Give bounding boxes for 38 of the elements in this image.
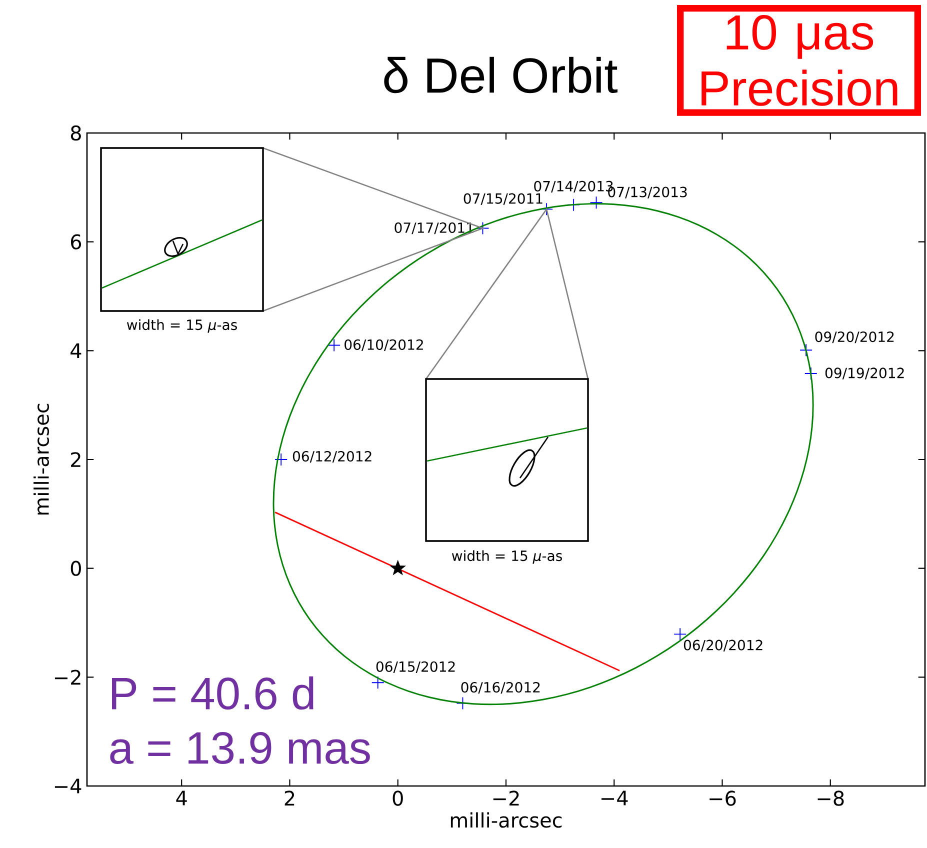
annotation: 06/10/2012 xyxy=(344,339,423,352)
y-tick-label: −2 xyxy=(54,670,80,685)
y-tick-label: 0 xyxy=(70,560,81,576)
annotation: 07/15/2011 xyxy=(464,193,542,205)
x-tick-label: −2 xyxy=(493,790,519,806)
annotation: 06/15/2012 xyxy=(376,661,455,673)
annotation: a = 13.9 mas xyxy=(110,732,370,764)
x-tick-label: −8 xyxy=(818,790,844,806)
annotation: 06/12/2012 xyxy=(292,450,372,463)
x-tick-label: −6 xyxy=(710,790,736,806)
point xyxy=(476,222,490,235)
point xyxy=(674,628,687,641)
y-tick-label: 2 xyxy=(71,452,80,467)
y-tick-label: 8 xyxy=(70,125,81,141)
annotation: 09/19/2012 xyxy=(825,368,904,380)
annotation: width = 15 μ-as xyxy=(126,319,237,333)
x-tick-label: −4 xyxy=(602,790,628,806)
annotation: P = 40.6 d xyxy=(112,676,314,710)
point xyxy=(800,344,813,357)
y-tick-label: 4 xyxy=(70,343,82,358)
annotation: width = 15 μ-as xyxy=(452,550,562,564)
point xyxy=(274,453,288,466)
text: 10 μas Precision xyxy=(702,15,898,106)
y-tick-label: −4 xyxy=(54,778,82,794)
y-axis-title: milli-arcsec xyxy=(34,404,50,515)
chart-title: δ Del Orbit xyxy=(384,56,618,94)
x-axis-title: milli-arcsec xyxy=(450,812,562,828)
x-tick-label: 2 xyxy=(284,790,294,806)
point xyxy=(590,196,603,210)
annotation: 06/16/2012 xyxy=(461,682,540,694)
x-tick-label: 4 xyxy=(176,790,187,806)
point xyxy=(390,560,406,575)
annotation: 09/20/2012 xyxy=(815,331,894,344)
y-tick-label: 6 xyxy=(70,234,82,250)
point xyxy=(328,338,341,352)
x-tick-label: 0 xyxy=(392,790,403,806)
annotation: 07/17/2011 xyxy=(394,222,474,234)
annotation: 06/20/2012 xyxy=(684,640,762,652)
